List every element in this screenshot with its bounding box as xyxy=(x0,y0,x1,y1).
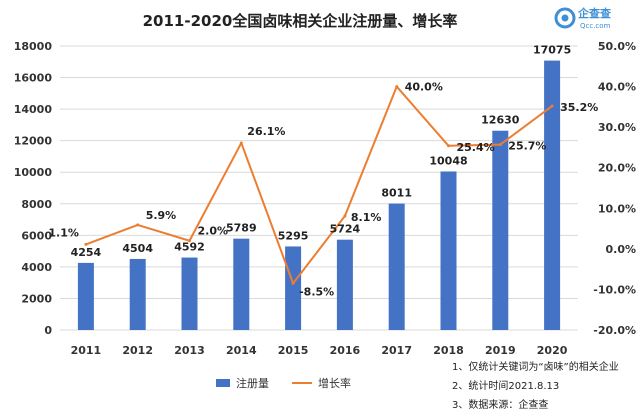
growth-rate-label: 2.0% xyxy=(198,225,229,238)
y-right-tick-label: 30.0% xyxy=(598,121,636,134)
growth-rate-label: 25.7% xyxy=(508,140,546,153)
bar-value-label: 10048 xyxy=(429,154,467,167)
left-axis: 0 2000 4000 6000 8000 10000 12000 14000 16000 180… xyxy=(14,40,53,337)
y-right-tick-label: 20.0% xyxy=(598,162,636,175)
legend-label-bar: 注册量 xyxy=(236,376,269,390)
bar-value-label: 17075 xyxy=(533,44,571,57)
bar-2018 xyxy=(440,171,457,330)
bar-2012 xyxy=(129,258,146,330)
note-2: 2、统计时间2021.8.13 xyxy=(452,379,559,392)
x-tick-label: 2020 xyxy=(537,344,568,357)
y-left-tick-label: 0 xyxy=(44,324,52,337)
growth-rate-point-2016 xyxy=(343,214,347,218)
growth-rate-label: 26.1% xyxy=(247,125,285,138)
chart-title: 2011-2020全国卤味相关企业注册量、增长率 xyxy=(143,12,458,30)
note-1: 1、仅统计关键词为“卤味”的相关企业 xyxy=(452,360,619,373)
growth-rate-label: 25.4% xyxy=(457,141,495,154)
x-tick-label: 2015 xyxy=(278,344,309,357)
bar-value-label: 4254 xyxy=(71,246,102,259)
y-left-tick-label: 6000 xyxy=(21,229,52,242)
growth-rate-line xyxy=(85,85,553,285)
logo-name: 企查查 xyxy=(577,6,611,20)
bar-2019 xyxy=(492,130,509,330)
y-left-tick-label: 10000 xyxy=(14,166,53,179)
bar-value-label: 12630 xyxy=(481,114,520,127)
bar-value-label: 8011 xyxy=(381,187,412,200)
x-tick-label: 2013 xyxy=(174,344,205,357)
y-right-tick-label: 10.0% xyxy=(598,202,636,215)
y-left-tick-label: 8000 xyxy=(21,198,52,211)
logo-icon-dot xyxy=(561,14,569,22)
growth-rate-label: 8.1% xyxy=(351,211,382,224)
bar-data-labels: 4254 4504 4592 5789 5295 5724 8011 10048 12630 17… xyxy=(71,44,572,259)
y-right-tick-label: 0.0% xyxy=(605,243,636,256)
bar-value-label: 5295 xyxy=(278,229,309,242)
growth-rate-point-2012 xyxy=(136,223,140,227)
y-left-tick-label: 18000 xyxy=(14,40,53,53)
x-tick-label: 2018 xyxy=(433,344,464,357)
bar-value-label: 5789 xyxy=(226,222,257,235)
bar-2017 xyxy=(388,203,405,330)
y-right-tick-label: -10.0% xyxy=(593,283,636,296)
growth-rate-label: 1.1% xyxy=(48,226,79,239)
bar-2014 xyxy=(233,238,250,330)
x-tick-label: 2017 xyxy=(381,344,412,357)
y-left-tick-label: 14000 xyxy=(14,103,53,116)
note-3: 3、数据来源：企查查 xyxy=(452,398,548,411)
growth-rate-point-2015 xyxy=(291,281,295,285)
x-tick-label: 2016 xyxy=(330,344,361,357)
bar-value-label: 4504 xyxy=(122,242,153,255)
growth-rate-point-2018 xyxy=(447,144,450,148)
growth-rate-point-2013 xyxy=(188,239,191,243)
bar-value-label: 5724 xyxy=(330,223,361,236)
right-axis: -20.0% -10.0% 0.0% 10.0% 20.0% 30.0% 40.0% 50.0… xyxy=(593,40,636,337)
line-data-labels: 1.1% 5.9% 2.0% 26.1% -8.5% 8.1% 40.0% 25.4% 25.7… xyxy=(48,81,598,299)
growth-rate-point-2019 xyxy=(498,143,502,147)
growth-rate-point-2011 xyxy=(84,242,88,246)
gridlines xyxy=(60,45,578,331)
growth-rate-label: 40.0% xyxy=(405,81,443,94)
bar-2011 xyxy=(77,262,94,330)
bar-2015 xyxy=(285,246,302,330)
legend: 注册量 增长率 xyxy=(216,376,351,390)
bar-2020 xyxy=(544,60,561,330)
notes: 1、仅统计关键词为“卤味”的相关企业 2、统计时间2021.8.13 3、数据来… xyxy=(452,360,619,411)
bar-series xyxy=(77,60,561,330)
x-tick-label: 2014 xyxy=(226,344,257,357)
y-right-tick-label: 50.0% xyxy=(598,40,636,53)
logo: 企查查 Qcc.com xyxy=(554,6,611,30)
growth-rate-label: 5.9% xyxy=(146,209,177,222)
y-right-tick-label: 40.0% xyxy=(598,81,636,94)
bar-value-label: 4592 xyxy=(174,241,205,254)
x-tick-label: 2019 xyxy=(485,344,516,357)
growth-rate-point-2017 xyxy=(395,85,399,89)
growth-rate-label: 35.2% xyxy=(560,101,598,114)
x-tick-label: 2011 xyxy=(71,344,102,357)
legend-swatch-bar xyxy=(216,379,230,387)
x-tick-label: 2012 xyxy=(122,344,153,357)
bar-2013 xyxy=(181,257,198,330)
y-left-tick-label: 2000 xyxy=(21,292,52,305)
logo-sub: Qcc.com xyxy=(580,22,611,30)
growth-rate-point-2020 xyxy=(550,104,554,108)
y-left-tick-label: 12000 xyxy=(14,135,53,148)
y-left-tick-label: 16000 xyxy=(14,72,53,85)
legend-label-line: 增长率 xyxy=(318,376,351,390)
logo-icon xyxy=(554,7,576,29)
x-axis: 2011 2012 2013 2014 2015 2016 2017 2018 2019 2020 xyxy=(71,344,568,357)
growth-rate-point-2014 xyxy=(239,141,243,145)
line-series xyxy=(84,85,554,285)
y-left-tick-label: 4000 xyxy=(21,261,52,274)
y-right-tick-label: -20.0% xyxy=(593,324,636,337)
growth-rate-label: -8.5% xyxy=(299,285,334,298)
bar-2016 xyxy=(336,239,353,330)
